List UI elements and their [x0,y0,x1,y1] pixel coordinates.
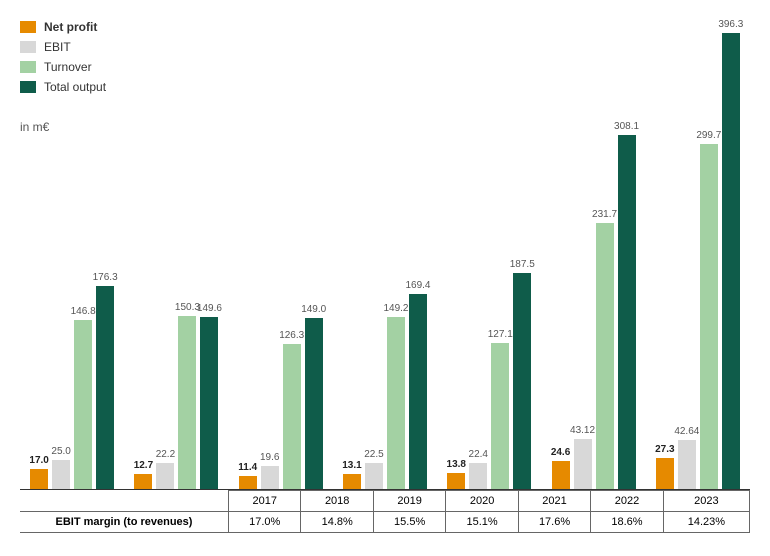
data-table: 2017201820192020202120222023 EBIT margin… [20,490,750,533]
bar-value-label: 149.0 [301,304,326,315]
bar-value-label: 25.0 [51,446,70,457]
bars: 12.722.2150.3149.6 [124,30,228,489]
margin-cell: 17.6% [518,512,590,533]
margin-cell: 14.8% [301,512,373,533]
bar-value-label: 12.7 [134,460,153,471]
bar-group: 12.722.2150.3149.6 [124,30,228,490]
bar-value-label: 127.1 [488,329,513,340]
bar-turnover: 126.3 [283,344,301,489]
bar-value-label: 42.64 [674,426,699,437]
bar-ebit: 43.12 [574,439,592,489]
year-cell: 2018 [301,491,373,512]
bar-group: 13.122.5149.2169.4 [333,30,437,490]
margin-cell: 14.23% [663,512,749,533]
bar-value-label: 231.7 [592,209,617,220]
bar-turnover: 299.7 [700,144,718,489]
table-row: EBIT margin (to revenues)17.0%14.8%15.5%… [20,512,750,533]
bars: 17.025.0146.8176.3 [20,30,124,489]
bar-total_output: 149.0 [305,318,323,489]
chart-container: Net profitEBITTurnoverTotal output in m€… [0,0,770,556]
bar-net_profit: 12.7 [134,474,152,489]
bar-turnover: 127.1 [491,343,509,489]
bar-value-label: 13.1 [342,460,361,471]
bar-ebit: 22.4 [469,463,487,489]
bar-ebit: 22.5 [365,463,383,489]
bar-value-label: 43.12 [570,425,595,436]
bar-net_profit: 17.0 [30,469,48,489]
bar-value-label: 149.6 [197,303,222,314]
bar-total_output: 187.5 [513,273,531,489]
bar-total_output: 396.3 [722,33,740,489]
year-cell: 2019 [373,491,445,512]
bar-value-label: 11.4 [238,462,257,473]
bar-turnover: 149.2 [387,317,405,489]
bar-value-label: 169.4 [405,280,430,291]
bar-group: 24.643.12231.7308.1 [541,30,645,490]
bar-value-label: 22.4 [469,449,488,460]
bar-group: 11.419.6126.3149.0 [229,30,333,490]
margin-cell: 17.0% [229,512,301,533]
bar-value-label: 299.7 [696,130,721,141]
bar-group: 27.342.64299.7396.3 [646,30,750,490]
bars: 24.643.12231.7308.1 [541,30,645,489]
table-blank-cell [20,491,229,512]
margin-cell: 15.5% [373,512,445,533]
bar-group: 17.025.0146.8176.3 [20,30,124,490]
bar-value-label: 24.6 [551,447,570,458]
year-cell: 2017 [229,491,301,512]
bar-turnover: 231.7 [596,223,614,489]
bar-total_output: 149.6 [200,317,218,489]
plot-area: 17.025.0146.8176.312.722.2150.3149.611.4… [20,30,750,490]
year-cell: 2021 [518,491,590,512]
year-cell: 2020 [446,491,518,512]
table-row: 2017201820192020202120222023 [20,491,750,512]
bar-turnover: 146.8 [74,320,92,489]
bar-ebit: 19.6 [261,466,279,489]
year-cell: 2023 [663,491,749,512]
bar-value-label: 149.2 [383,303,408,314]
bar-value-label: 146.8 [71,306,96,317]
bar-total_output: 308.1 [618,135,636,489]
bar-net_profit: 24.6 [552,461,570,489]
bar-value-label: 27.3 [655,444,674,455]
bar-value-label: 308.1 [614,121,639,132]
bar-net_profit: 27.3 [656,458,674,489]
bar-ebit: 42.64 [678,440,696,489]
bar-value-label: 187.5 [510,259,535,270]
bar-turnover: 150.3 [178,316,196,489]
bars: 27.342.64299.7396.3 [646,30,750,489]
bar-net_profit: 13.8 [447,473,465,489]
bar-value-label: 19.6 [260,452,279,463]
bar-groups: 17.025.0146.8176.312.722.2150.3149.611.4… [20,30,750,490]
bar-net_profit: 11.4 [239,476,257,489]
bar-group: 13.822.4127.1187.5 [437,30,541,490]
bar-ebit: 25.0 [52,460,70,489]
bar-ebit: 22.2 [156,463,174,489]
bar-value-label: 176.3 [93,272,118,283]
bars: 11.419.6126.3149.0 [229,30,333,489]
bar-value-label: 17.0 [29,455,48,466]
year-cell: 2022 [591,491,663,512]
bar-value-label: 22.5 [364,449,383,460]
bar-value-label: 396.3 [718,19,743,30]
bar-net_profit: 13.1 [343,474,361,489]
margin-cell: 18.6% [591,512,663,533]
bar-total_output: 176.3 [96,286,114,489]
bar-value-label: 22.2 [156,449,175,460]
margin-row-label: EBIT margin (to revenues) [20,512,229,533]
bar-value-label: 13.8 [447,459,466,470]
bar-total_output: 169.4 [409,294,427,489]
bar-value-label: 126.3 [279,330,304,341]
margin-cell: 15.1% [446,512,518,533]
bars: 13.122.5149.2169.4 [333,30,437,489]
bars: 13.822.4127.1187.5 [437,30,541,489]
